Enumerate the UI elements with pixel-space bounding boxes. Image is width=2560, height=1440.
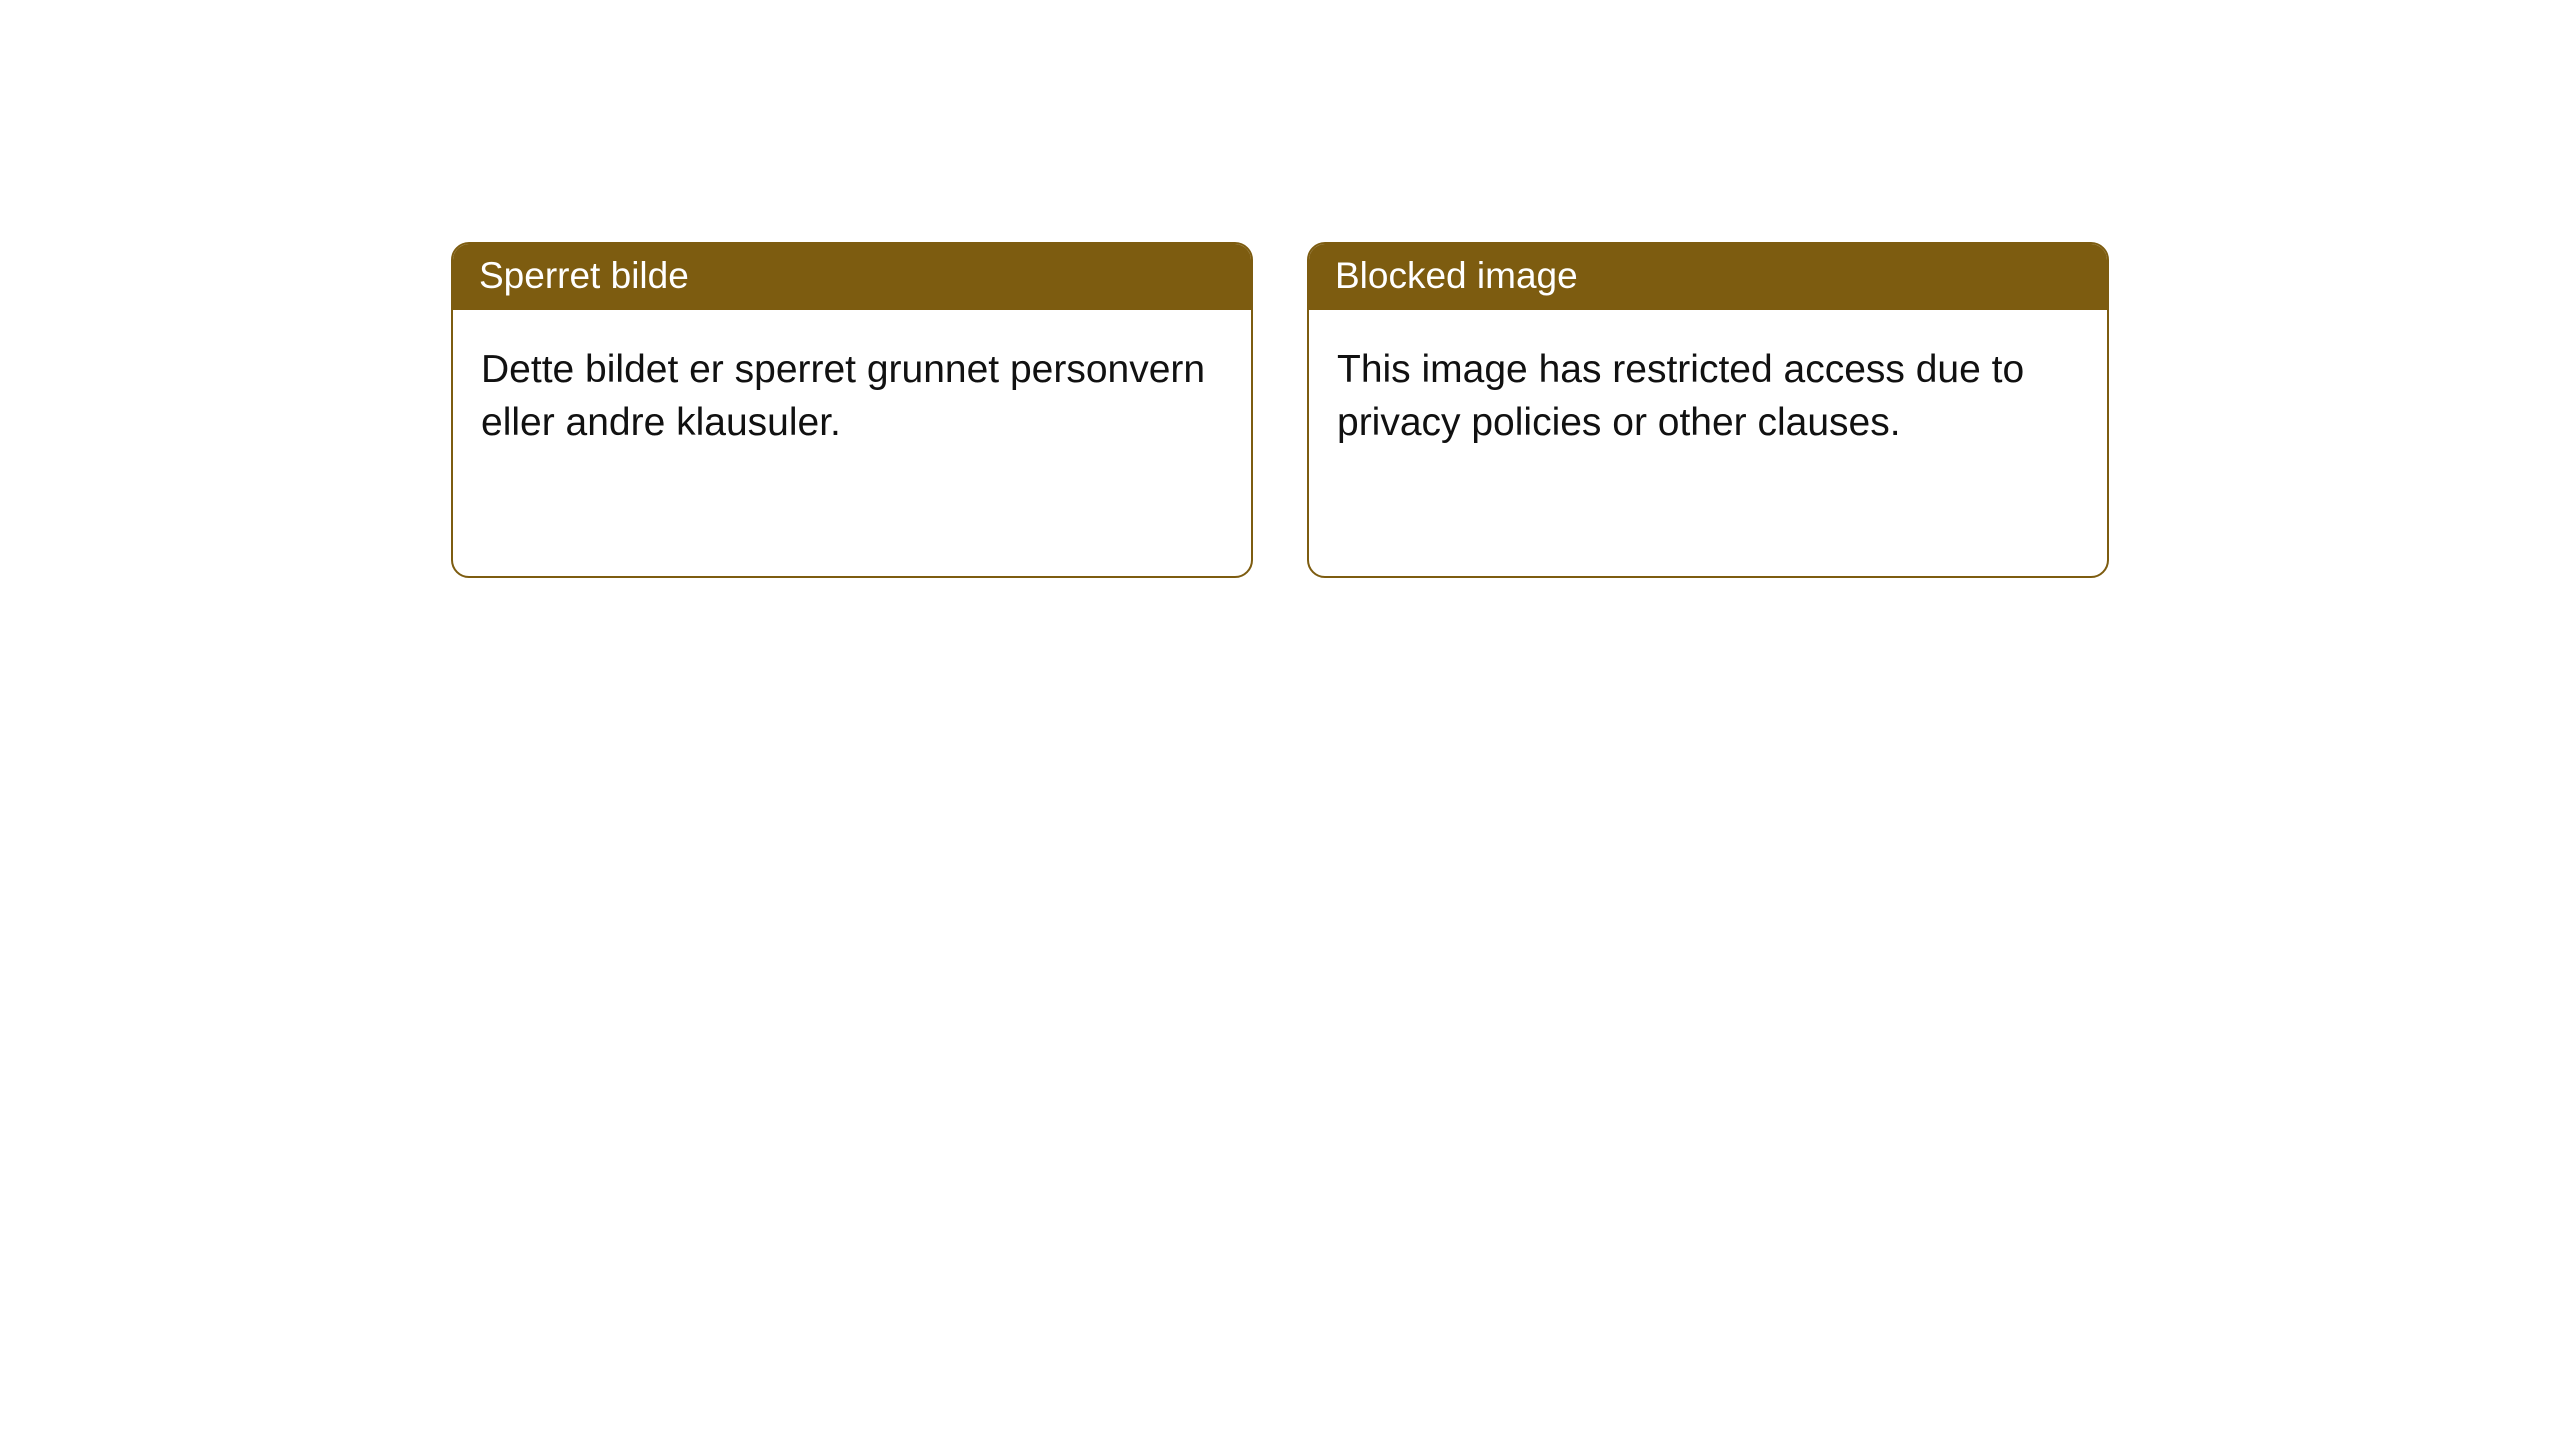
card-body: Dette bildet er sperret grunnet personve… — [453, 310, 1251, 483]
blocked-image-card-english: Blocked image This image has restricted … — [1307, 242, 2109, 578]
card-body: This image has restricted access due to … — [1309, 310, 2107, 483]
blocked-image-card-norwegian: Sperret bilde Dette bildet er sperret gr… — [451, 242, 1253, 578]
card-header: Blocked image — [1309, 244, 2107, 310]
cards-container: Sperret bilde Dette bildet er sperret gr… — [451, 242, 2109, 578]
card-header: Sperret bilde — [453, 244, 1251, 310]
